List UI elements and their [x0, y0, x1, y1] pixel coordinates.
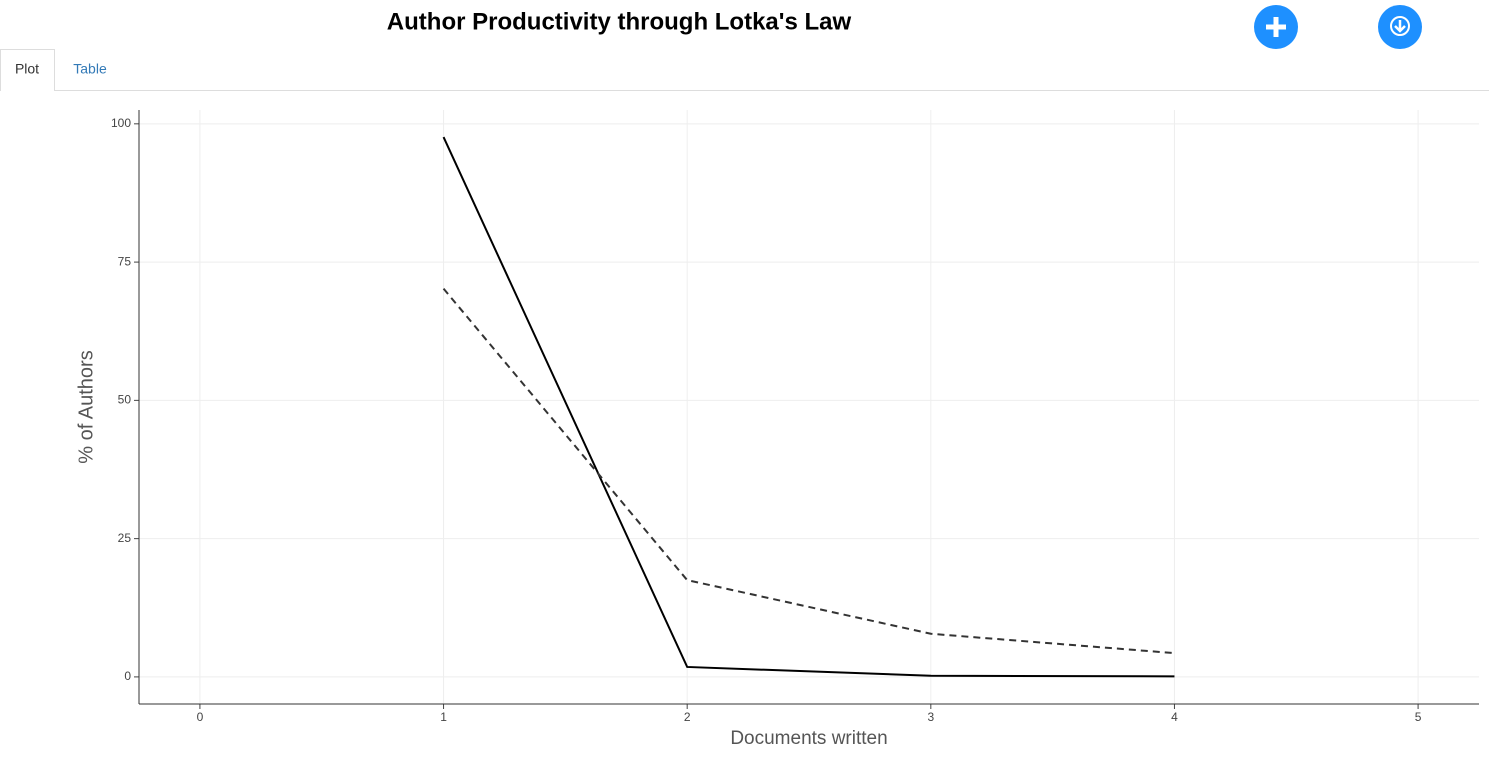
series-line — [442, 288, 1175, 655]
plus-icon — [1266, 17, 1286, 37]
x-axis-title: Documents written — [730, 728, 887, 749]
tab-table[interactable]: Table — [73, 61, 107, 77]
download-icon-ring — [1390, 16, 1410, 36]
y-tick-label: 100 — [111, 116, 131, 130]
x-tick-label: 2 — [684, 710, 691, 724]
download-icon-arrow — [1394, 20, 1406, 33]
page-title: Author Productivity through Lotka's Law — [387, 8, 852, 35]
x-tick-label: 0 — [197, 710, 204, 724]
y-tick-label: 75 — [118, 254, 132, 268]
x-tick-label: 5 — [1415, 710, 1422, 724]
series-line — [442, 136, 1175, 678]
active-tab-border — [0, 49, 55, 91]
active-tab-gap — [1, 88, 54, 93]
y-tick-label: 50 — [118, 393, 132, 407]
download-button[interactable] — [1378, 5, 1422, 49]
add-button[interactable] — [1254, 5, 1298, 49]
x-tick-label: 3 — [927, 710, 934, 724]
y-tick-label: 25 — [118, 531, 132, 545]
y-axis-title: % of Authors — [75, 350, 97, 463]
tab-plot[interactable]: Plot — [15, 61, 39, 77]
x-tick-label: 4 — [1171, 710, 1178, 724]
y-tick-label: 0 — [124, 669, 131, 683]
x-tick-label: 1 — [440, 710, 447, 724]
